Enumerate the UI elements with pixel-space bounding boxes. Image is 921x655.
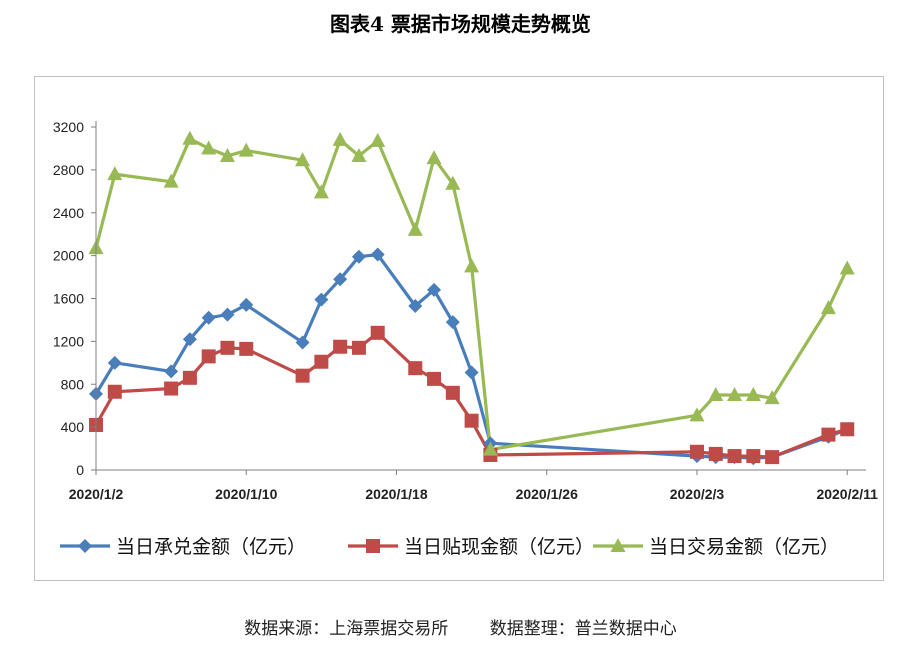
legend-label-2: 当日贴现金额（亿元） bbox=[404, 536, 594, 558]
x-tick-label: 2020/1/10 bbox=[215, 486, 277, 502]
data-point-series-1 bbox=[220, 307, 235, 322]
data-point-series-2 bbox=[746, 449, 761, 464]
data-point-series-2 bbox=[107, 384, 122, 399]
data-point-series-3 bbox=[689, 407, 705, 422]
legend-label-3: 当日交易金额（亿元） bbox=[649, 536, 839, 558]
x-tick-label: 2020/1/18 bbox=[365, 486, 427, 502]
data-point-series-3 bbox=[464, 258, 480, 273]
legend-marker-1 bbox=[78, 539, 92, 553]
y-tick-label: 2800 bbox=[53, 162, 84, 178]
data-point-series-2 bbox=[239, 341, 254, 356]
data-point-series-2 bbox=[765, 450, 780, 465]
data-point-series-3 bbox=[163, 173, 179, 188]
data-point-series-1 bbox=[314, 292, 329, 307]
series-line-3 bbox=[94, 137, 849, 452]
data-point-series-2 bbox=[427, 371, 442, 386]
data-point-series-3 bbox=[313, 184, 329, 199]
data-point-series-1 bbox=[164, 364, 179, 379]
data-point-series-3 bbox=[182, 130, 198, 145]
data-point-series-2 bbox=[821, 427, 836, 442]
data-point-series-3 bbox=[407, 221, 423, 236]
data-point-series-1 bbox=[201, 310, 216, 325]
chart-title: 图表4 票据市场规模走势概览 bbox=[330, 12, 591, 36]
data-point-series-3 bbox=[727, 386, 743, 401]
data-point-series-3 bbox=[745, 386, 761, 401]
data-point-series-1 bbox=[107, 355, 122, 370]
data-point-series-1 bbox=[333, 272, 348, 287]
x-tick-label: 2020/2/3 bbox=[670, 486, 725, 502]
data-point-series-2 bbox=[464, 413, 479, 428]
y-tick-label: 800 bbox=[61, 376, 85, 392]
data-point-series-1 bbox=[182, 332, 197, 347]
legend-label-1: 当日承兑金额（亿元） bbox=[116, 536, 306, 558]
data-point-series-2 bbox=[445, 385, 460, 400]
source-note: 数据来源：上海票据交易所 数据整理：普兰数据中心 bbox=[0, 614, 921, 639]
data-point-series-2 bbox=[727, 449, 742, 464]
y-tick-label: 2400 bbox=[53, 205, 84, 221]
data-point-series-3 bbox=[839, 260, 855, 275]
x-tick-label: 2020/2/11 bbox=[816, 486, 878, 502]
y-tick-label: 1600 bbox=[53, 291, 84, 307]
data-point-series-2 bbox=[708, 446, 723, 461]
data-point-series-3 bbox=[708, 386, 724, 401]
data-point-series-2 bbox=[314, 354, 329, 369]
data-point-series-3 bbox=[820, 300, 836, 315]
data-point-series-1 bbox=[351, 249, 366, 264]
data-point-series-1 bbox=[408, 299, 423, 314]
data-point-series-1 bbox=[445, 315, 460, 330]
data-compiler: 数据整理：普兰数据中心 bbox=[489, 619, 677, 639]
data-source: 数据来源：上海票据交易所 bbox=[244, 619, 449, 639]
data-point-series-3 bbox=[445, 175, 461, 190]
data-point-series-2 bbox=[164, 381, 179, 396]
chart-frame bbox=[34, 76, 884, 581]
y-tick-label: 2000 bbox=[53, 248, 84, 264]
y-tick-label: 1200 bbox=[53, 333, 84, 349]
data-point-series-1 bbox=[295, 335, 310, 350]
data-point-series-3 bbox=[482, 441, 498, 456]
data-point-series-3 bbox=[370, 132, 386, 147]
data-point-series-2 bbox=[351, 340, 366, 355]
data-point-series-3 bbox=[426, 150, 442, 165]
data-point-series-1 bbox=[427, 282, 442, 297]
data-point-series-1 bbox=[464, 365, 479, 380]
data-point-series-2 bbox=[201, 349, 216, 364]
data-point-series-3 bbox=[238, 142, 254, 157]
data-point-series-2 bbox=[182, 370, 197, 385]
data-point-series-2 bbox=[840, 422, 855, 437]
y-tick-label: 3200 bbox=[53, 119, 84, 135]
data-point-series-3 bbox=[219, 147, 235, 162]
data-point-series-2 bbox=[408, 361, 423, 376]
x-tick-label: 2020/1/2 bbox=[69, 486, 124, 502]
legend-marker-2 bbox=[366, 539, 380, 553]
data-point-series-1 bbox=[370, 247, 385, 262]
y-tick-label: 0 bbox=[76, 462, 84, 478]
data-point-series-3 bbox=[332, 131, 348, 146]
data-point-series-2 bbox=[689, 444, 704, 459]
data-point-series-2 bbox=[295, 368, 310, 383]
data-point-series-3 bbox=[107, 166, 123, 181]
data-point-series-2 bbox=[370, 325, 385, 340]
x-tick-label: 2020/1/26 bbox=[516, 486, 578, 502]
data-point-series-3 bbox=[764, 390, 780, 405]
data-point-series-2 bbox=[333, 339, 348, 354]
data-point-series-2 bbox=[220, 340, 235, 355]
data-point-series-3 bbox=[201, 140, 217, 155]
data-point-series-1 bbox=[239, 297, 254, 312]
data-point-series-3 bbox=[351, 147, 367, 162]
data-point-series-3 bbox=[295, 152, 311, 167]
legend-marker-3 bbox=[610, 538, 626, 552]
y-tick-label: 400 bbox=[61, 419, 85, 435]
